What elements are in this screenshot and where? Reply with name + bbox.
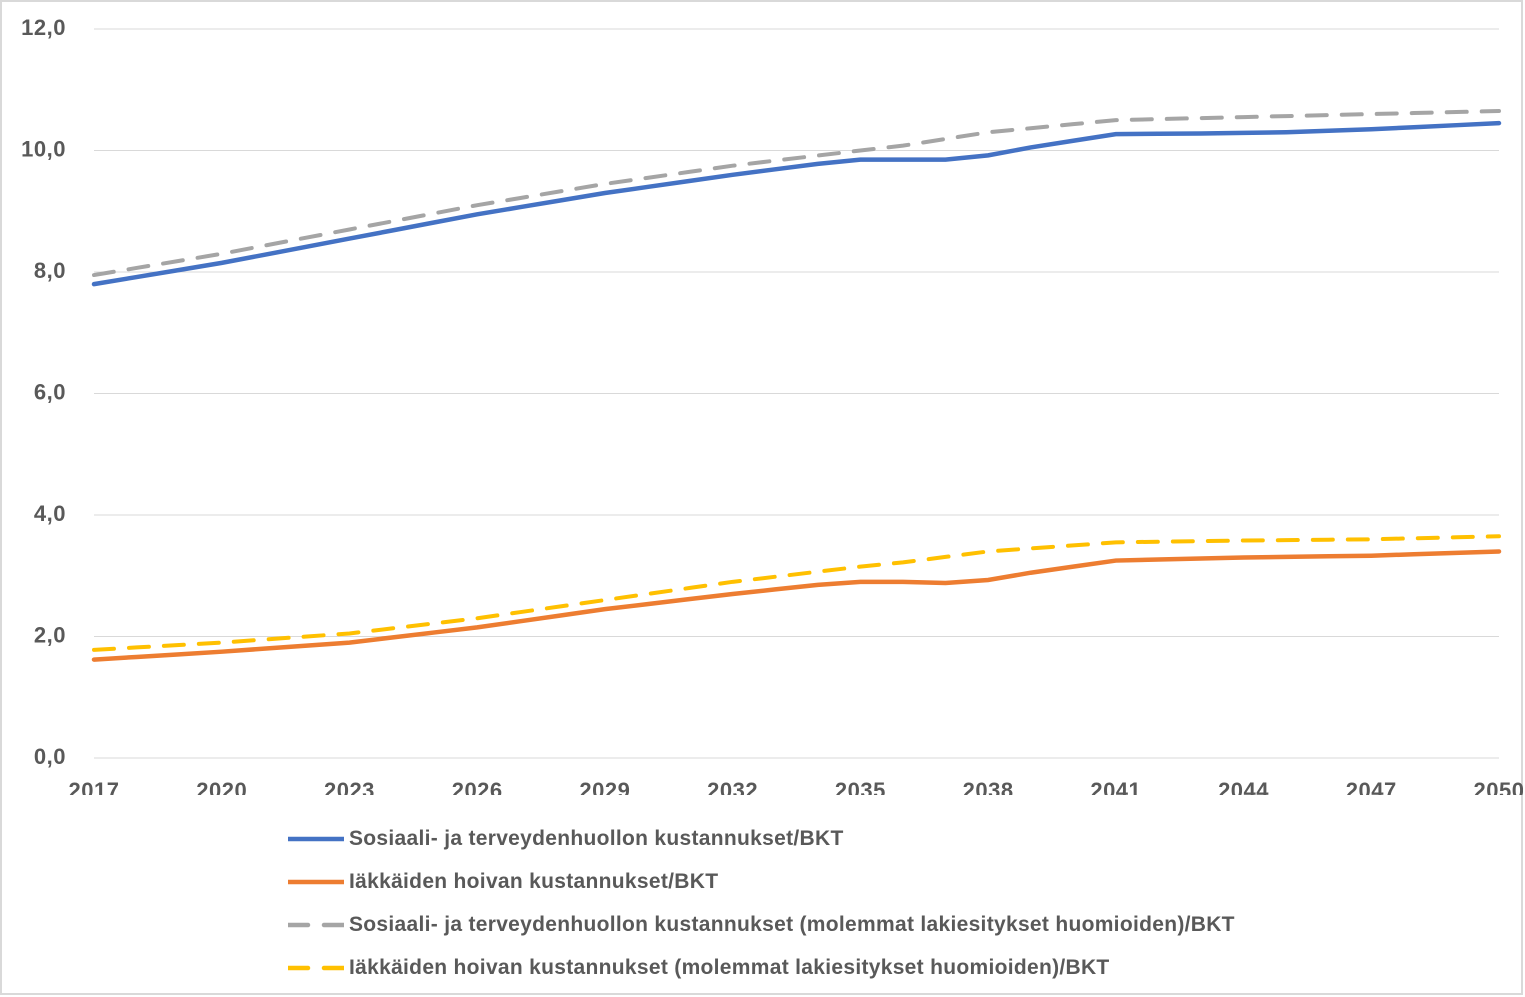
svg-text:2029: 2029 (579, 778, 630, 795)
svg-text:2032: 2032 (707, 778, 758, 795)
svg-text:2044: 2044 (1218, 778, 1269, 795)
svg-text:2035: 2035 (835, 778, 886, 795)
svg-text:6,0: 6,0 (34, 379, 66, 404)
svg-text:2017: 2017 (69, 778, 120, 795)
svg-text:2050: 2050 (1474, 778, 1523, 795)
svg-text:2,0: 2,0 (34, 622, 66, 647)
svg-text:2023: 2023 (324, 778, 375, 795)
svg-text:10,0: 10,0 (21, 136, 66, 161)
svg-text:4,0: 4,0 (34, 501, 66, 526)
svg-text:2020: 2020 (196, 778, 247, 795)
svg-text:2047: 2047 (1346, 778, 1397, 795)
svg-text:0,0: 0,0 (34, 744, 66, 769)
svg-text:12,0: 12,0 (21, 15, 66, 40)
svg-text:8,0: 8,0 (34, 258, 66, 283)
svg-text:2038: 2038 (963, 778, 1014, 795)
svg-text:2041: 2041 (1090, 778, 1141, 795)
svg-text:2026: 2026 (452, 778, 503, 795)
